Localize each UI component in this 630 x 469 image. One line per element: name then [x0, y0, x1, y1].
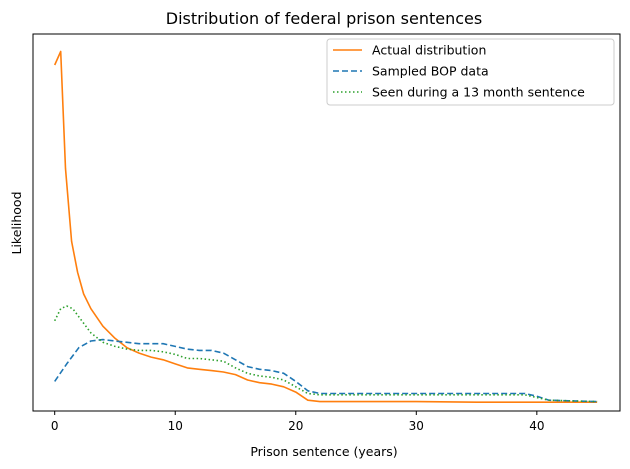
- legend-label-2: Sampled BOP data: [372, 64, 489, 79]
- series-line-1: [53, 50, 598, 403]
- x-tick-label: 40: [529, 419, 544, 433]
- chart-title: Distribution of federal prison sentences: [166, 9, 482, 28]
- x-axis-ticks: 0 10 20 30 40: [51, 411, 544, 433]
- legend: Actual distribution Sampled BOP data Seen …: [326, 38, 615, 106]
- x-tick-label: 30: [409, 419, 424, 433]
- plot-frame: [32, 33, 621, 412]
- legend-frame: [326, 38, 615, 106]
- x-tick-label: 0: [51, 419, 59, 433]
- y-axis-label: Likelihood: [9, 191, 24, 254]
- series-line-3: [53, 305, 598, 403]
- plot-lines: [53, 50, 598, 403]
- legend-label-1: Actual distribution: [372, 43, 486, 58]
- x-tick-label: 10: [168, 419, 183, 433]
- x-tick-label: 20: [288, 419, 303, 433]
- legend-label-3: Seen during a 13 month sentence: [372, 85, 585, 100]
- x-axis-label: Prison sentence (years): [250, 444, 397, 459]
- series-line-2: [54, 338, 598, 403]
